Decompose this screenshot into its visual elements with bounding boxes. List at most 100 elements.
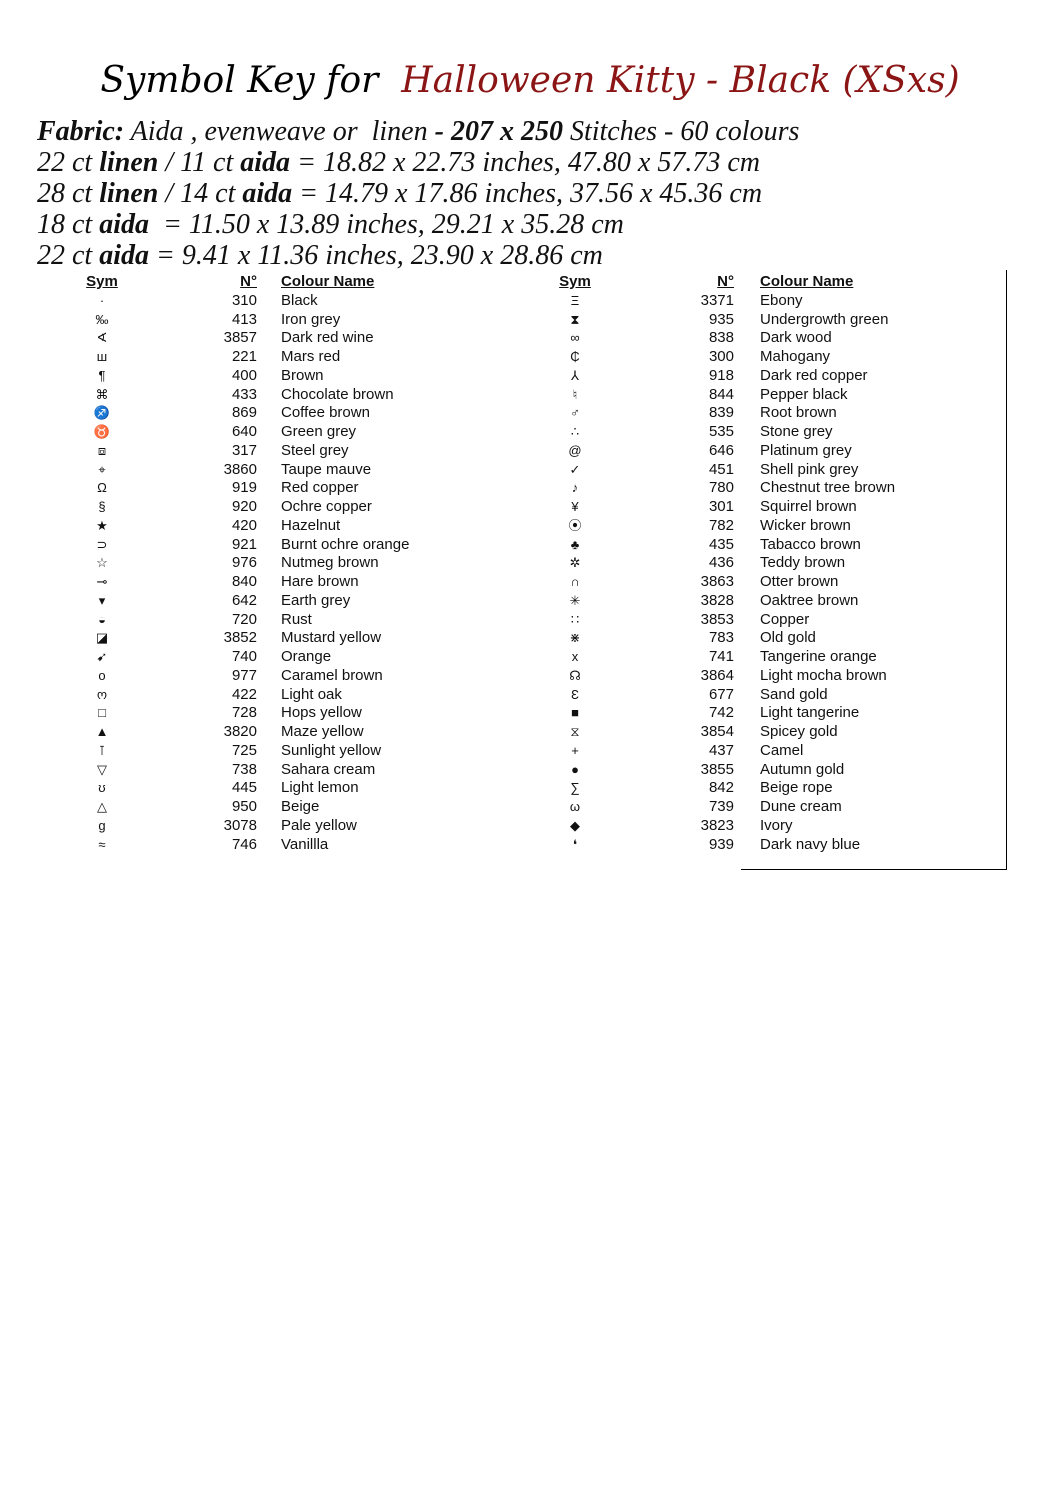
symbol: ∷: [570, 611, 580, 627]
colour-name: Wicker brown: [760, 516, 851, 534]
colour-name: Sunlight yellow: [281, 741, 382, 759]
colour-number: 3857: [223, 329, 257, 347]
seg: Aida , evenweave or linen: [124, 116, 435, 147]
symbol: ⌖: [98, 461, 106, 477]
symbol: ∞: [570, 330, 580, 346]
symbol: ◒: [98, 611, 106, 627]
colour-number: 3863: [700, 573, 734, 590]
seg: aida: [240, 147, 291, 178]
symbol: ʊ: [98, 780, 106, 796]
colour-number: 435: [708, 535, 734, 553]
symbol: ♪: [571, 480, 579, 496]
symbol: ‰: [95, 311, 109, 327]
colour-number: 976: [231, 554, 257, 572]
colour-number: 746: [231, 835, 257, 853]
seg: 22 ct: [37, 147, 100, 178]
colour-number: 740: [231, 648, 257, 665]
colour-number: 3864: [700, 666, 734, 684]
colour-name: Brown: [281, 366, 324, 384]
colour-number: 400: [231, 366, 257, 384]
fabric-line: Fabric: Aida , evenweave or linen - 207 …: [37, 116, 799, 148]
fabric-line: 22 ct aida = 9.41 x 11.36 inches, 23.90 …: [37, 240, 603, 272]
colour-name: Rust: [281, 610, 312, 628]
colour-name: Coffee brown: [281, 404, 370, 422]
seg: 18 ct: [37, 209, 100, 240]
colour-number: 640: [231, 423, 257, 440]
symbol: §: [98, 499, 106, 514]
colour-number: 3860: [223, 460, 257, 478]
colour-number: 317: [231, 441, 257, 459]
colour-number: 783: [708, 629, 734, 647]
colour-name: Earth grey: [281, 591, 351, 609]
symbol: ▽: [97, 761, 107, 777]
seg: aida: [99, 209, 149, 240]
symbol: ო: [96, 686, 108, 702]
colour-name: Dark navy blue: [760, 835, 861, 853]
colour-name: Stone grey: [760, 423, 833, 440]
colour-number: 535: [708, 423, 734, 440]
colour-number: 436: [708, 554, 734, 572]
symbol: ✲: [569, 555, 581, 571]
colour-name: Caramel brown: [281, 666, 383, 684]
colour-name: Light mocha brown: [760, 666, 887, 684]
header-num: N°: [717, 273, 734, 290]
colour-name: Root brown: [760, 404, 837, 422]
colour-number: 920: [231, 498, 257, 515]
table-border: [1006, 270, 1007, 870]
colour-name: Light oak: [281, 685, 342, 703]
symbol: ¥: [571, 499, 579, 514]
seg: = 18.82 x 22.73 inches, 47.80 x 57.73 cm: [290, 147, 760, 178]
colour-number: 782: [708, 516, 734, 534]
colour-number: 840: [231, 573, 257, 590]
colour-number: 935: [708, 310, 734, 328]
seg: 28 ct: [37, 178, 100, 209]
colour-name: Mars red: [281, 348, 341, 365]
header-num: N°: [240, 273, 257, 290]
seg: Fabric:: [37, 116, 125, 147]
seg: linen: [99, 147, 159, 178]
symbol: △: [97, 799, 107, 814]
colour-name: Squirrel brown: [760, 498, 857, 515]
symbol: ⅄: [571, 367, 579, 383]
colour-number: 3855: [700, 760, 734, 778]
colour-number: 918: [708, 366, 734, 384]
colour-number: 839: [708, 404, 734, 422]
colour-number: 3078: [223, 816, 257, 834]
colour-number: 445: [231, 779, 257, 797]
colour-name: Pepper black: [760, 385, 848, 403]
colour-number: 642: [231, 591, 257, 609]
header-sym: Sym: [86, 273, 118, 290]
colour-name: Beige: [281, 798, 320, 815]
symbol: ∩: [570, 574, 580, 589]
colour-name: Dark red wine: [281, 329, 374, 347]
colour-number: 739: [708, 798, 734, 815]
symbol: +: [571, 742, 579, 758]
symbol: Ω: [97, 480, 107, 496]
symbol: ⦿: [568, 517, 582, 533]
symbol: ⊸: [96, 574, 108, 589]
colour-name: Tabacco brown: [760, 535, 861, 553]
colour-name: Iron grey: [281, 310, 341, 328]
title-text: Symbol Key for: [100, 60, 379, 101]
symbol: ♉: [93, 424, 111, 439]
symbol: ≈: [98, 836, 106, 852]
symbol: □: [98, 705, 106, 721]
colour-number: 3853: [700, 610, 734, 628]
colour-number: 742: [708, 704, 734, 722]
symbol: ✳: [569, 592, 581, 608]
colour-number: 420: [231, 516, 257, 534]
symbol: ·: [99, 292, 105, 308]
colour-number: 451: [708, 460, 734, 478]
colour-name: Hazelnut: [281, 516, 341, 534]
fabric-line: 22 ct linen / 11 ct aida = 18.82 x 22.73…: [37, 147, 760, 179]
symbol: ◆: [570, 817, 580, 833]
header-name: Colour Name: [760, 273, 854, 290]
symbol: ☊: [569, 667, 581, 683]
colour-name: Ivory: [760, 816, 793, 834]
colour-number: 838: [708, 329, 734, 347]
fabric-line: 28 ct linen / 14 ct aida = 14.79 x 17.86…: [37, 178, 762, 210]
seg: = 9.41 x 11.36 inches, 23.90 x 28.86 cm: [149, 240, 603, 271]
table-border: [741, 869, 1007, 870]
colour-name: Teddy brown: [760, 554, 846, 572]
colour-name: Taupe mauve: [281, 460, 372, 478]
